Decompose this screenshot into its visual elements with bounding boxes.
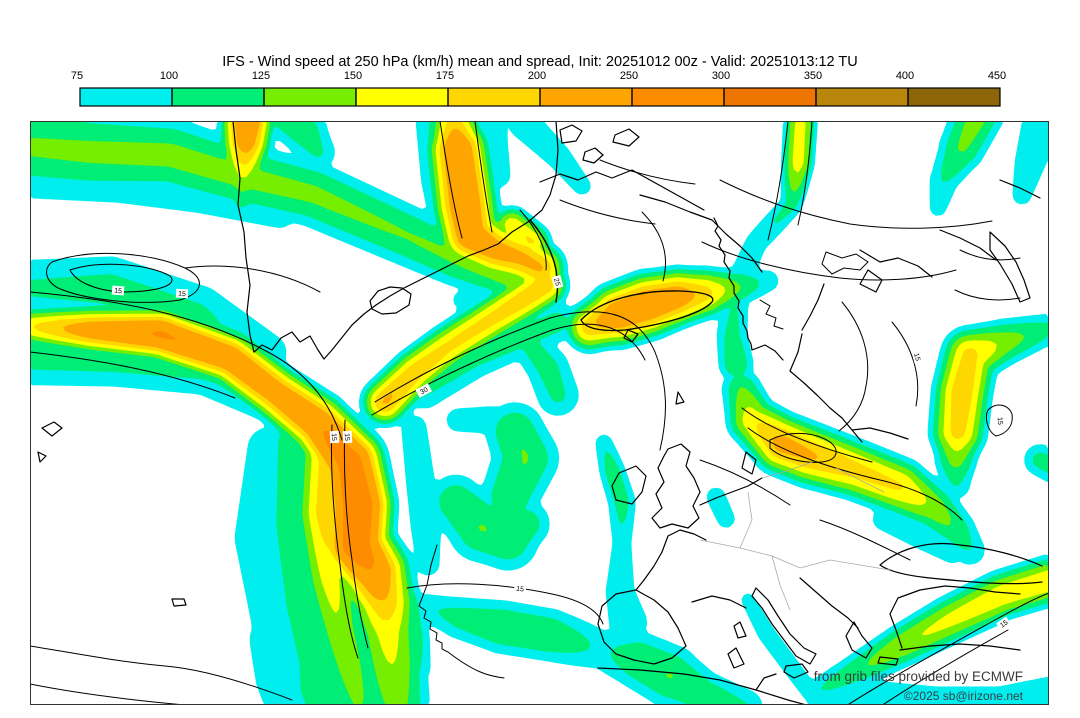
svg-text:IFS - Wind speed at 250 hPa (k: IFS - Wind speed at 250 hPa (km/h) mean … [222, 54, 857, 70]
svg-text:©2025 sb@irizone.net: ©2025 sb@irizone.net [904, 689, 1024, 703]
svg-text:30: 30 [419, 386, 429, 396]
svg-text:200: 200 [528, 70, 546, 82]
svg-text:300: 300 [712, 70, 730, 82]
svg-text:150: 150 [344, 70, 362, 82]
svg-text:15: 15 [330, 433, 337, 441]
svg-text:25: 25 [552, 277, 561, 286]
svg-text:from grib files provided by EC: from grib files provided by ECMWF [814, 669, 1023, 684]
svg-text:15: 15 [343, 433, 350, 441]
svg-text:15: 15 [912, 352, 921, 361]
svg-text:75: 75 [71, 70, 83, 82]
svg-text:125: 125 [252, 70, 270, 82]
svg-text:400: 400 [896, 70, 914, 82]
svg-text:15: 15 [178, 291, 186, 298]
svg-text:15: 15 [516, 585, 525, 593]
svg-text:175: 175 [436, 70, 454, 82]
svg-text:250: 250 [620, 70, 638, 82]
svg-text:350: 350 [804, 70, 822, 82]
svg-text:450: 450 [988, 70, 1006, 82]
svg-text:15: 15 [114, 288, 122, 296]
svg-text:15: 15 [999, 619, 1009, 629]
svg-text:15: 15 [996, 417, 1004, 425]
svg-text:100: 100 [160, 70, 178, 82]
